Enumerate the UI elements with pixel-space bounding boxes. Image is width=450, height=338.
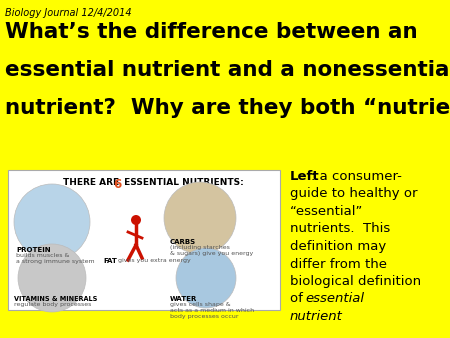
Ellipse shape (14, 184, 90, 260)
Text: builds muscles &
a strong immune system: builds muscles & a strong immune system (16, 253, 94, 264)
Text: of: of (290, 292, 307, 306)
Text: PROTEIN: PROTEIN (16, 247, 50, 253)
Text: differ from the: differ from the (290, 258, 387, 270)
Text: “essential”: “essential” (290, 205, 364, 218)
Text: definition may: definition may (290, 240, 386, 253)
Text: THERE ARE: THERE ARE (63, 178, 122, 187)
Text: (including starches
& sugars) give you energy: (including starches & sugars) give you e… (170, 245, 253, 256)
Text: .: . (332, 310, 336, 323)
Text: FAT: FAT (103, 258, 117, 264)
Text: essential nutrient and a nonessential: essential nutrient and a nonessential (5, 60, 450, 80)
Text: Left: Left (290, 170, 320, 183)
Ellipse shape (18, 244, 86, 312)
Text: ESSENTIAL NUTRIENTS:: ESSENTIAL NUTRIENTS: (121, 178, 244, 187)
Text: guide to healthy or: guide to healthy or (290, 188, 418, 200)
Text: gives cells shape &
acts as a medium in which
body processes occur: gives cells shape & acts as a medium in … (170, 302, 254, 319)
Text: Biology Journal 12/4/2014: Biology Journal 12/4/2014 (5, 8, 131, 18)
Text: biological definition: biological definition (290, 275, 421, 288)
Ellipse shape (164, 182, 236, 254)
Text: nutrient: nutrient (290, 310, 343, 323)
Text: What’s the difference between an: What’s the difference between an (5, 22, 418, 42)
FancyBboxPatch shape (8, 170, 280, 310)
Text: 6: 6 (113, 178, 121, 191)
Text: : a consumer-: : a consumer- (311, 170, 402, 183)
Text: regulate body processes: regulate body processes (14, 302, 91, 307)
Ellipse shape (176, 248, 236, 308)
Text: VITAMINS & MINERALS: VITAMINS & MINERALS (14, 296, 97, 302)
Text: gives you extra energy: gives you extra energy (116, 258, 191, 263)
Text: essential: essential (306, 292, 364, 306)
Text: CARBS: CARBS (170, 239, 196, 245)
Circle shape (131, 215, 141, 225)
Text: nutrients.  This: nutrients. This (290, 222, 390, 236)
Text: WATER: WATER (170, 296, 198, 302)
Text: nutrient?  Why are they both “nutrients”?: nutrient? Why are they both “nutrients”? (5, 98, 450, 118)
